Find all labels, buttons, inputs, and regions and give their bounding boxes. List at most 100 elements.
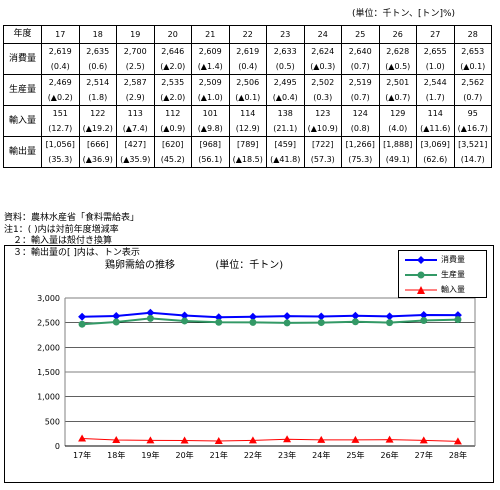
note-3: ３：輸出量の[ ]内は、トン表示 — [4, 247, 140, 258]
data-point — [146, 436, 155, 444]
table-cell-value: 2,562 — [453, 74, 492, 90]
data-point — [180, 311, 189, 320]
table-cell-value: 2,495 — [266, 74, 305, 90]
table-cell-change: (1.0) — [416, 59, 455, 75]
table-cell-change: (▲36.9) — [78, 152, 117, 168]
legend-item-consumption: 消費量 — [403, 253, 485, 267]
chart-title: 鶏卵需給の推移 (単位：千トン) — [105, 256, 283, 271]
table-cell-value: 2,469 — [41, 74, 80, 90]
legend-label-import: 輸入量 — [441, 285, 465, 294]
data-point — [283, 319, 291, 327]
supply-demand-table: 年度 17 18 19 20 21 22 23 24 25 26 27 28 消費量 2,619 2,635 2… — [3, 25, 492, 168]
y-tick-label: 500 — [45, 417, 60, 426]
x-tick-label: 22年 — [244, 450, 262, 460]
data-point — [215, 318, 223, 326]
table-cell-value: 138 — [266, 105, 305, 121]
table-row: 輸出量 [1,056] [666] [427] [620] [968] [789] [459]… — [3, 136, 492, 168]
header-year: 28 — [453, 25, 492, 44]
header-year: 25 — [341, 25, 380, 44]
table-cell-change: (45.2) — [153, 152, 192, 168]
data-point — [248, 436, 257, 444]
table-cell-value: 2,619 — [41, 43, 80, 59]
table-cell-value: 2,502 — [303, 74, 342, 90]
y-tick-label: 2,500 — [37, 319, 60, 328]
series-line — [82, 317, 458, 326]
x-tick-label: 19年 — [141, 450, 159, 460]
chart-title-text: 鶏卵需給の推移 — [105, 260, 175, 271]
table-row: 消費量 2,619 2,635 2,700 2,646 2,609 2,619 2,633 2,… — [3, 43, 492, 75]
x-tick-label: 20年 — [175, 450, 193, 460]
table-cell-change: (0.4) — [228, 59, 267, 75]
data-point — [249, 318, 257, 326]
data-point — [317, 319, 325, 327]
data-point — [78, 320, 86, 328]
table-cell-change: (57.3) — [303, 152, 342, 168]
table-cell-value: 2,628 — [378, 43, 417, 59]
table-cell-value: [1,056] — [41, 136, 80, 152]
table-cell-value: 2,535 — [153, 74, 192, 90]
table-cell-change: (0.7) — [453, 90, 492, 106]
table-cell-change: (▲11.6) — [416, 121, 455, 137]
table-cell-change: (▲0.7) — [378, 90, 417, 106]
row-label: 輸出量 — [3, 136, 42, 168]
table-cell-change: (4.0) — [378, 121, 417, 137]
data-point — [317, 435, 326, 443]
data-point — [420, 316, 428, 324]
data-point — [112, 435, 121, 443]
row-label: 消費量 — [3, 43, 42, 75]
chart-legend: 消費量 生産量 輸入量 — [398, 250, 487, 298]
table-cell-change: (▲0.9) — [153, 121, 192, 137]
header-year: 23 — [266, 25, 305, 44]
table-row: 輸入量 151 122 113 112 101 114 138 123 124 129 114 95 — [3, 105, 492, 137]
table-cell-change: (▲41.8) — [266, 152, 305, 168]
table-cell-change: (56.1) — [191, 152, 230, 168]
table-cell-change: (0.7) — [341, 59, 380, 75]
unit-note: (単位：千トン、[トン]%) — [352, 9, 456, 19]
data-point — [283, 435, 292, 443]
table-cell-change: (49.1) — [378, 152, 417, 168]
table-cell-change: (62.6) — [416, 152, 455, 168]
table-cell-change: (▲1.4) — [191, 59, 230, 75]
x-tick-label: 25年 — [346, 450, 364, 460]
table-row-change: (12.7) (▲19.2) (▲7.4) (▲0.9) (▲9.8) (12.9) (21… — [4, 121, 492, 137]
table-cell-change: (2.9) — [116, 90, 155, 106]
table-cell-value: 129 — [378, 105, 417, 121]
table-cell-value: 101 — [191, 105, 230, 121]
table-cell-value: 114 — [416, 105, 455, 121]
legend-label-production: 生産量 — [441, 270, 465, 279]
data-point — [146, 308, 155, 317]
table-row-change: (0.4) (0.6) (2.5) (▲2.0) (▲1.4) (0.4) (0.5) (▲0… — [4, 59, 492, 75]
legend-item-production: 生産量 — [403, 268, 485, 282]
data-point — [351, 311, 360, 320]
data-point — [385, 435, 394, 443]
data-point — [317, 312, 326, 321]
table-cell-value: [427] — [116, 136, 155, 152]
data-point — [112, 312, 121, 321]
table-cell-change: (▲2.0) — [153, 90, 192, 106]
table-cell-change: (▲10.9) — [303, 121, 342, 137]
table-cell-change: (▲18.5) — [228, 152, 267, 168]
x-tick-label: 27年 — [415, 450, 433, 460]
header-year: 26 — [378, 25, 417, 44]
table-cell-change: (0.3) — [303, 90, 342, 106]
notes: 資料：農林水産省「食料需給表」 注1：( )内は対前年度増減率 ２：輸入量は殻付… — [4, 213, 140, 259]
table-cell-change: (▲0.1) — [453, 59, 492, 75]
table-cell-value: [620] — [153, 136, 192, 152]
legend-label-consumption: 消費量 — [441, 255, 465, 264]
data-point — [351, 318, 359, 326]
table-cell-value: 2,501 — [378, 74, 417, 90]
table-cell-value: 2,635 — [78, 43, 117, 59]
header-year: 21 — [191, 25, 230, 44]
table-cell-value: 2,619 — [228, 43, 267, 59]
table-cell-change: (▲0.1) — [228, 90, 267, 106]
x-tick-label: 17年 — [73, 450, 91, 460]
row-label: 生産量 — [3, 74, 42, 106]
data-point — [419, 311, 428, 320]
table-cell-change: (0.7) — [341, 90, 380, 106]
table-cell-value: 2,624 — [303, 43, 342, 59]
table-cell-value: 2,609 — [191, 43, 230, 59]
x-tick-label: 21年 — [210, 450, 228, 460]
x-tick-label: 28年 — [449, 450, 467, 460]
data-point — [283, 312, 292, 321]
row-label: 輸入量 — [3, 105, 42, 137]
